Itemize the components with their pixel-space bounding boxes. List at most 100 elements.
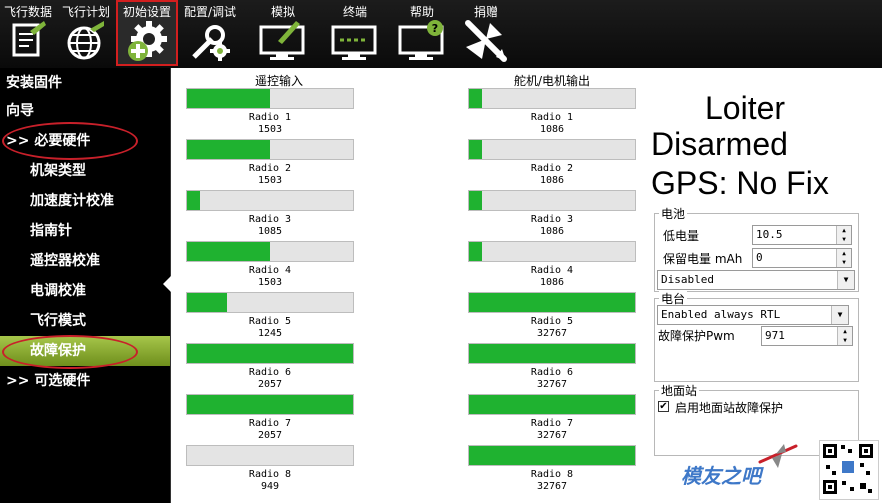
low-voltage-input[interactable]: 10.5 ▲ ▼ — [752, 225, 852, 245]
spin-up-icon[interactable]: ▲ — [842, 250, 846, 257]
sidebar-item-mandatory-hardware[interactable]: >> 必要硬件 — [0, 126, 170, 156]
low-voltage-label: 低电量 — [663, 229, 700, 243]
radio-input-title: 遥控输入 — [254, 74, 303, 88]
gcs-failsafe-checkbox[interactable]: ✔ — [658, 401, 669, 412]
rc-input-channel-value: 2057 — [257, 379, 283, 390]
spin-up-icon[interactable]: ▲ — [842, 227, 846, 234]
fs-pwm-input[interactable]: 971 ▲ ▼ — [761, 326, 853, 346]
spin-up-icon[interactable]: ▲ — [843, 328, 847, 335]
toolbar-config-tuning[interactable]: 配置/调试 — [180, 0, 240, 66]
servo-output-channel-name: Radio 2 — [530, 163, 574, 174]
servo-output-channel-value: 32767 — [536, 379, 568, 390]
rc-input-bar — [186, 394, 354, 415]
low-voltage-spinner[interactable]: ▲ ▼ — [836, 226, 851, 244]
rc-input-channel-value: 1503 — [257, 277, 283, 288]
servo-output-bar — [468, 445, 636, 466]
servo-output-channel-name: Radio 1 — [530, 112, 574, 123]
globe-icon — [67, 21, 104, 60]
servo-output-channel-name: Radio 7 — [530, 418, 574, 429]
rc-input-bar — [186, 343, 354, 364]
sidebar-item-label: 安装固件 — [6, 75, 62, 91]
terminal-monitor-icon — [331, 25, 377, 60]
toolbar-donate[interactable]: 捐赠 — [458, 0, 514, 66]
gcs-group-title: 地面站 — [659, 382, 700, 399]
rc-input-channel-name: Radio 8 — [248, 469, 292, 480]
spin-down-icon[interactable]: ▼ — [842, 259, 846, 266]
chevron-down-icon[interactable]: ▼ — [831, 306, 848, 324]
rc-input-bar-fill — [187, 395, 353, 414]
watermark-text: 模友之吧 — [681, 464, 761, 488]
rc-input-channel-name: Radio 7 — [248, 418, 292, 429]
sidebar-item-esc-calibration[interactable]: 电调校准 — [0, 276, 170, 306]
servo-output-channel-name: Radio 6 — [530, 367, 574, 378]
sidebar-item-flight-modes[interactable]: 飞行模式 — [0, 306, 170, 336]
battery-group: 电池 低电量 10.5 ▲ ▼ 保留电量 mAh 0 ▲ ▼ Disabled ▼ — [654, 205, 859, 292]
toolbar-flight-plan[interactable]: 飞行计划 — [58, 0, 114, 66]
spin-down-icon[interactable]: ▼ — [842, 236, 846, 243]
rc-input-channel-value: 1503 — [257, 175, 283, 186]
wrench-gear-icon — [192, 25, 230, 61]
servo-output-bar-fill — [469, 191, 483, 210]
toolbar-simulation[interactable]: 模拟 — [252, 0, 314, 66]
toolbar-label: 初始设置 — [122, 5, 171, 19]
rc-input-channel-value: 1245 — [257, 328, 283, 339]
toolbar-label: 飞行计划 — [61, 5, 110, 19]
chevron-down-icon[interactable]: ▼ — [837, 271, 854, 289]
rc-input-bar — [186, 241, 354, 262]
servo-output-channel-value: 32767 — [536, 328, 568, 339]
sidebar-item-label: 机架类型 — [30, 163, 86, 179]
sidebar-item-accel-calibration[interactable]: 加速度计校准 — [0, 186, 170, 216]
toolbar-terminal[interactable]: 终端 — [326, 0, 384, 66]
rc-input-channel-name: Radio 2 — [248, 163, 292, 174]
reserved-mah-label: 保留电量 mAh — [663, 252, 743, 266]
servo-output-bar — [468, 241, 636, 262]
servo-output-bar-fill — [469, 446, 635, 465]
low-voltage-value: 10.5 — [756, 228, 783, 241]
sidebar-item-wizard[interactable]: 向导 — [0, 96, 170, 126]
reserved-mah-input[interactable]: 0 ▲ ▼ — [752, 248, 852, 268]
servo-output-channel-value: 1086 — [539, 226, 565, 237]
radio-action-select[interactable]: Enabled always RTL ▼ — [657, 305, 849, 325]
help-monitor-icon: ? — [398, 20, 444, 60]
servo-output-bar-fill — [469, 242, 483, 261]
rc-input-channel-name: Radio 1 — [248, 112, 292, 123]
spin-down-icon[interactable]: ▼ — [843, 337, 847, 344]
rc-input-channel-name: Radio 4 — [248, 265, 292, 276]
fs-pwm-spinner[interactable]: ▲ ▼ — [837, 327, 852, 345]
sidebar-item-failsafe[interactable]: 故障保护 — [0, 336, 170, 366]
servo-output-bar-fill — [469, 344, 635, 363]
servo-output-channel-value: 1086 — [539, 124, 565, 135]
rc-input-bar-fill — [187, 344, 353, 363]
sidebar-item-radio-calibration[interactable]: 遥控器校准 — [0, 246, 170, 276]
sidebar-item-label: >> 可选硬件 — [6, 373, 91, 389]
fs-pwm-label: 故障保护Pwm — [658, 329, 735, 343]
toolbar-flight-data[interactable]: 飞行数据 — [0, 0, 56, 66]
rc-input-bar-fill — [187, 293, 227, 312]
rc-input-channel-name: Radio 3 — [248, 214, 292, 225]
rc-input-channel-value: 2057 — [257, 430, 283, 441]
rc-input-channel-value: 949 — [260, 481, 280, 492]
sidebar-item-label: 电调校准 — [30, 283, 86, 299]
reserved-mah-spinner[interactable]: ▲ ▼ — [836, 249, 851, 267]
servo-output-bar — [468, 88, 636, 109]
servo-output-bar-fill — [469, 395, 635, 414]
toolbar-label: 配置/调试 — [183, 5, 237, 19]
rc-input-bar — [186, 139, 354, 160]
sidebar-item-compass[interactable]: 指南针 — [0, 216, 170, 246]
toolbar-initial-setup[interactable]: 初始设置 — [116, 0, 178, 66]
sidebar-item-label: 指南针 — [30, 223, 72, 239]
sidebar-item-label: 故障保护 — [30, 343, 86, 359]
toolbar-help[interactable]: 帮助 ? — [394, 0, 450, 66]
sidebar-item-frame-type[interactable]: 机架类型 — [0, 156, 170, 186]
servo-output-channel-value: 32767 — [536, 430, 568, 441]
sidebar-item-optional-hardware[interactable]: >> 可选硬件 — [0, 366, 170, 396]
toolbar-label: 捐赠 — [473, 5, 498, 19]
watermark-plane-icon — [758, 444, 798, 468]
flight-data-icon — [12, 21, 46, 57]
rc-input-bar — [186, 445, 354, 466]
rc-input-channel-name: Radio 6 — [248, 367, 292, 378]
battery-action-select[interactable]: Disabled ▼ — [657, 270, 855, 290]
servo-output-channel-value: 1086 — [539, 175, 565, 186]
rc-input-channel-value: 1085 — [257, 226, 283, 237]
sidebar-item-install-firmware[interactable]: 安装固件 — [0, 68, 170, 98]
